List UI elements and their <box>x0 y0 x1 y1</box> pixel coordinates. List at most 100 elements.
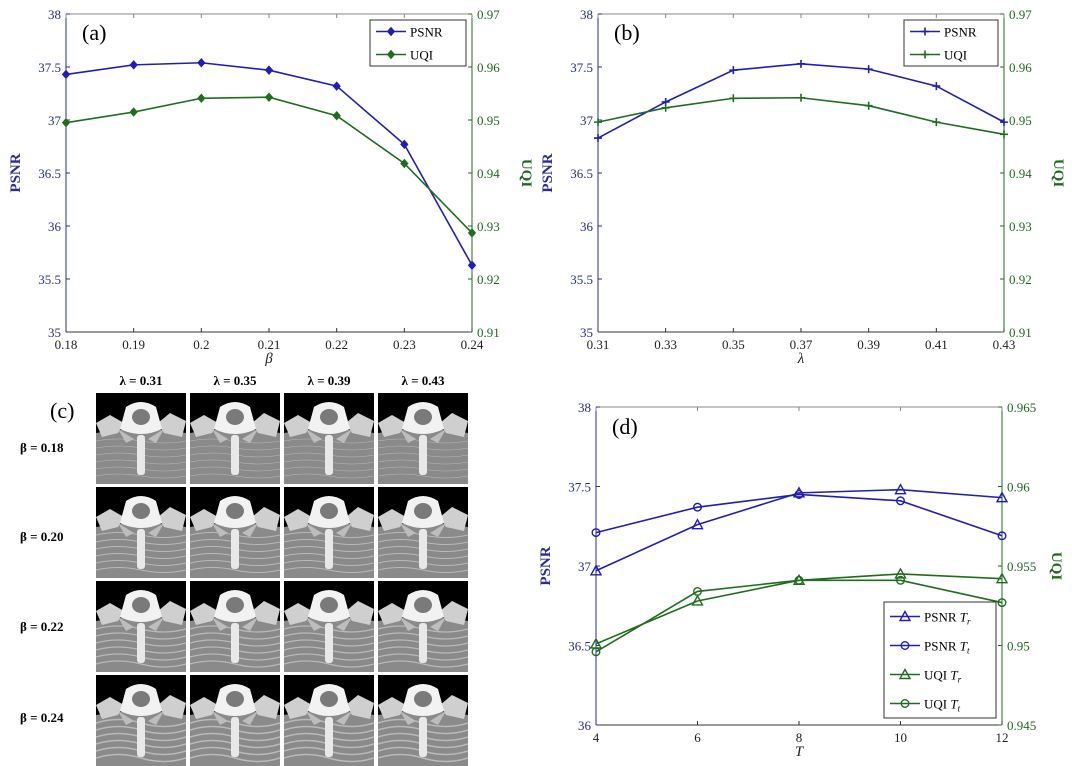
data-point-0-6 <box>467 260 477 270</box>
data-point-2-3 <box>894 567 907 579</box>
y-right-tick-label: 0.965 <box>1007 400 1036 415</box>
y-right-axis-label: UQI <box>518 159 534 188</box>
ct-image-tile <box>378 581 468 672</box>
data-point-0-0 <box>594 134 602 143</box>
x-tick-label: 0.19 <box>122 337 145 352</box>
x-tick-label: 0.21 <box>258 337 281 352</box>
data-point-0-0 <box>589 564 603 576</box>
x-tick-label: 0.39 <box>857 337 880 352</box>
y-left-tick-label: 38 <box>580 7 593 22</box>
x-tick-label: 6 <box>694 730 701 745</box>
x-tick-label: 0.24 <box>461 337 484 352</box>
legend: PSNR UQI <box>903 19 999 67</box>
ct-image-tile <box>284 393 374 484</box>
data-point-0-2 <box>729 66 738 75</box>
y-left-tick-label: 37 <box>578 559 592 574</box>
x-tick-label: 10 <box>894 730 907 745</box>
data-point-1-0 <box>61 117 71 128</box>
data-point-0-3 <box>797 59 805 68</box>
ct-col-label-0: λ = 0.31 <box>119 373 163 388</box>
data-point-3-3 <box>896 575 906 585</box>
y-left-tick-label: 36.5 <box>570 166 593 181</box>
y-right-tick-label: 0.94 <box>1009 166 1032 181</box>
data-point-0-3 <box>894 483 907 495</box>
ct-image-grid <box>96 393 470 766</box>
data-point-1-1 <box>129 107 138 117</box>
legend-label-0: PSNR <box>410 25 443 40</box>
legend-marker <box>921 50 929 59</box>
data-point-2-4 <box>995 572 1009 584</box>
data-point-0-4 <box>332 81 341 91</box>
ct-image-tile <box>96 393 186 484</box>
x-tick-label: 0.35 <box>722 337 745 352</box>
ct-col-label-1: λ = 0.35 <box>213 373 257 388</box>
y-left-tick-label: 37.5 <box>568 480 591 495</box>
x-tick-label: 0.23 <box>393 337 416 352</box>
data-point-1-5 <box>932 118 941 127</box>
chart-panel-1: 0.31 0.33 0.35 0.37 0.39 0.41 0.43 35 35.5 36 36.5… <box>540 7 1066 367</box>
panel-label: (a) <box>82 20 106 45</box>
data-point-0-5 <box>932 82 941 91</box>
y-left-tick-label: 35 <box>48 325 61 340</box>
y-left-tick-label: 36 <box>580 219 594 234</box>
x-axis-label: β <box>264 351 273 367</box>
y-right-tick-label: 0.91 <box>477 325 500 340</box>
y-right-tick-label: 0.93 <box>477 219 500 234</box>
legend-marker <box>898 668 912 680</box>
ct-image-tile <box>378 393 468 484</box>
panel-label: (b) <box>614 20 640 45</box>
ct-image-tile <box>378 675 468 766</box>
y-right-tick-label: 0.91 <box>1009 325 1032 340</box>
legend-label-1: PSNR Tt <box>924 639 970 656</box>
legend-box <box>369 19 467 67</box>
legend-label-0: PSNR <box>944 25 977 40</box>
data-point-0-2 <box>197 58 206 68</box>
ct-row-label-3: β = 0.24 <box>20 710 64 725</box>
legend-label-0: PSNR Tr <box>924 610 971 627</box>
data-point-0-6 <box>1000 118 1008 127</box>
y-left-tick-label: 37.5 <box>570 60 593 75</box>
x-tick-label: 4 <box>593 730 600 745</box>
series-line-1 <box>597 96 1005 136</box>
ct-row-label-0: β = 0.18 <box>20 440 64 455</box>
data-point-1-6 <box>1000 130 1008 139</box>
y-right-axis-label: UQI <box>1048 552 1064 581</box>
data-point-1-4 <box>864 101 873 110</box>
y-right-tick-label: 0.92 <box>1009 272 1032 287</box>
data-point-1-2 <box>197 93 206 104</box>
x-tick-label: 12 <box>996 730 1009 745</box>
ct-image-tile <box>190 675 280 766</box>
y-right-tick-label: 0.95 <box>1007 639 1030 654</box>
ct-image-tile <box>96 581 186 672</box>
chart-panel-0: 0.18 0.19 0.2 0.21 0.22 0.23 0.24 35 35.5 36 36.5 3… <box>8 7 534 367</box>
ct-image-tile <box>96 487 186 578</box>
y-left-tick-label: 38 <box>48 7 61 22</box>
ct-image-tile <box>284 675 374 766</box>
y-left-tick-label: 37 <box>48 113 62 128</box>
data-point-0-0 <box>61 69 71 80</box>
data-point-3-1 <box>693 586 703 596</box>
data-point-0-4 <box>995 491 1009 503</box>
ct-col-label-2: λ = 0.39 <box>307 373 351 388</box>
legend-label-2: UQI Tr <box>924 668 962 685</box>
panel-label: (d) <box>612 414 638 439</box>
legend-box <box>903 19 999 67</box>
legend-marker <box>386 49 396 60</box>
data-point-1-0 <box>594 118 602 127</box>
panel-c-label: (c) <box>50 398 75 423</box>
x-tick-label: 8 <box>796 730 803 745</box>
data-point-1-2 <box>729 94 738 103</box>
legend-marker <box>921 27 929 36</box>
x-axis-label: T <box>795 744 805 760</box>
y-right-tick-label: 0.945 <box>1007 718 1036 733</box>
x-tick-label: 0.43 <box>993 337 1016 352</box>
data-point-1-6 <box>467 228 477 238</box>
data-point-3-0 <box>591 647 601 657</box>
y-right-tick-label: 0.93 <box>1009 219 1032 234</box>
data-point-1-3 <box>797 93 805 102</box>
y-right-tick-label: 0.955 <box>1007 559 1036 574</box>
x-tick-label: 0.37 <box>790 337 813 352</box>
data-point-3-2 <box>794 575 804 585</box>
ct-image-tile <box>190 487 280 578</box>
data-point-1-4 <box>997 531 1007 541</box>
